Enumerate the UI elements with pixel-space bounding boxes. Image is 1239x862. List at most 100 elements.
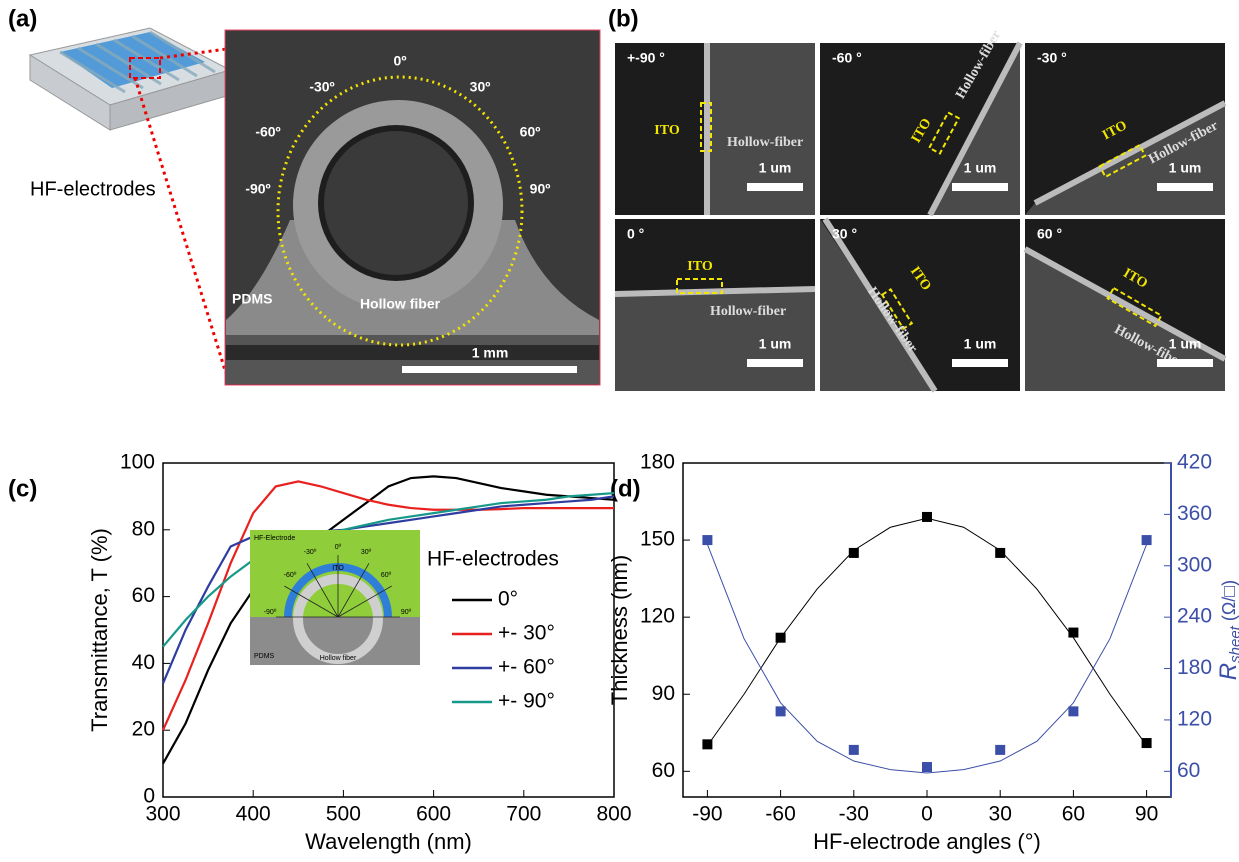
legend-title: HF-electrodes xyxy=(427,548,559,571)
x-tick-label: 500 xyxy=(326,803,361,826)
fiber-label: Hollow-fiber xyxy=(727,135,803,150)
sem-image: ITOHollow-fiber-60 °1 um xyxy=(820,28,1020,215)
x-tick-label: 90 xyxy=(1135,803,1158,826)
y-axis-label: Thickness (nm) xyxy=(607,555,632,705)
y2-tick-label: 180 xyxy=(1177,656,1212,679)
angle-label: 0º xyxy=(394,53,407,69)
inset-title: HF-Electrode xyxy=(254,535,295,542)
y2-tick-label: 240 xyxy=(1177,605,1212,628)
fiber-label: Hollow fiber xyxy=(360,296,441,312)
ito-label: ITO xyxy=(654,123,680,138)
panel-label: (a) xyxy=(8,5,37,32)
y2-tick-label: 60 xyxy=(1177,759,1200,782)
point xyxy=(776,706,786,716)
y-tick-label: 150 xyxy=(640,528,675,551)
y2-unit: (Ω/□) xyxy=(1219,580,1239,626)
panel-label: (c) xyxy=(8,475,37,502)
scale-bar xyxy=(952,359,1008,367)
fit-line xyxy=(707,518,1146,745)
point xyxy=(776,633,786,643)
x-tick-label: 30 xyxy=(989,803,1012,826)
ito-label: ITO xyxy=(687,259,713,274)
x-tick-label: 700 xyxy=(506,803,541,826)
scale-label: 1 um xyxy=(759,160,792,176)
point xyxy=(702,535,712,545)
point xyxy=(702,739,712,749)
fit-line xyxy=(707,544,1146,773)
device-label: HF-electrodes xyxy=(30,178,156,200)
sem-image: ITO Hollow-fiber +-90 ° 1 um xyxy=(615,43,815,215)
y2-tick-label: 420 xyxy=(1177,451,1212,474)
inset-angle: -60º xyxy=(284,572,297,579)
y-tick-label: 40 xyxy=(132,651,155,674)
scale-bar xyxy=(1157,183,1213,191)
legend-label: +- 90° xyxy=(498,690,555,713)
point xyxy=(1142,535,1152,545)
y-tick-label: 100 xyxy=(120,451,155,474)
scale-bar xyxy=(747,359,803,367)
point xyxy=(995,745,1005,755)
point xyxy=(849,548,859,558)
angle-label: -90º xyxy=(245,181,270,197)
y-tick-label: 60 xyxy=(652,759,675,782)
y2-symbol: R xyxy=(1215,663,1239,680)
y-tick-label: 60 xyxy=(132,584,155,607)
inset-angle: -30º xyxy=(304,549,317,556)
scale-bar xyxy=(1157,359,1213,367)
angle-label: +-90 ° xyxy=(627,50,665,66)
x-tick-label: -60 xyxy=(765,803,795,826)
angle-label: 30º xyxy=(470,79,491,95)
legend-label: +- 60° xyxy=(498,656,555,679)
inset-pdms: PDMS xyxy=(254,653,275,660)
y2-tick-label: 300 xyxy=(1177,553,1212,576)
scale-label: 1 um xyxy=(1169,160,1202,176)
point xyxy=(1142,738,1152,748)
point xyxy=(1068,628,1078,638)
sem-image xyxy=(225,30,600,385)
inset-angle: 60º xyxy=(381,572,392,579)
y2-tick-label: 360 xyxy=(1177,502,1212,525)
x-axis-label: Wavelength (nm) xyxy=(305,829,472,854)
panel-label: (b) xyxy=(608,5,639,32)
pdms-label: PDMS xyxy=(232,291,272,307)
legend-label: 0° xyxy=(498,588,518,611)
x-tick-label: -90 xyxy=(692,803,722,826)
point xyxy=(922,762,932,772)
y-tick-label: 120 xyxy=(640,605,675,628)
angle-label: -30 ° xyxy=(1037,50,1067,66)
x-tick-label: 0 xyxy=(921,803,933,826)
scale-label: 1 um xyxy=(1169,336,1202,352)
angle-label: 90º xyxy=(530,181,551,197)
y2-subscript: sheet xyxy=(1227,625,1239,663)
y-tick-label: 0 xyxy=(143,785,155,808)
angle-label: 60 ° xyxy=(1037,226,1062,242)
x-axis-label: HF-electrode angles (°) xyxy=(813,829,1041,854)
figure: (a) (b) (c) (d) HF-electrodes 0º 30º -30… xyxy=(0,0,1239,862)
scale-label: 1 um xyxy=(964,336,997,352)
angle-label: -60º xyxy=(255,124,280,140)
x-tick-label: 800 xyxy=(596,803,631,826)
x-tick-label: 400 xyxy=(236,803,271,826)
y-tick-label: 80 xyxy=(132,517,155,540)
y2-tick-label: 120 xyxy=(1177,707,1212,730)
legend-label: +- 30° xyxy=(498,622,555,645)
angle-label: -60 ° xyxy=(832,50,862,66)
scale-bar xyxy=(952,183,1008,191)
inset-angle: 0º xyxy=(335,544,342,551)
sem-image: ITOHollow-fiber30 °1 um xyxy=(820,219,1020,391)
y2-axis-label: Rsheet (Ω/□) xyxy=(1215,580,1239,680)
angle-label: 0 ° xyxy=(627,226,644,242)
y-tick-label: 90 xyxy=(652,682,675,705)
inset-angle: 30º xyxy=(361,549,372,556)
point xyxy=(995,548,1005,558)
fiber-label: Hollow-fiber xyxy=(710,304,786,319)
scale-label: 1 mm xyxy=(472,345,509,361)
scale-label: 1 um xyxy=(964,160,997,176)
angle-label: 60º xyxy=(520,124,541,140)
point xyxy=(1068,706,1078,716)
point xyxy=(849,745,859,755)
